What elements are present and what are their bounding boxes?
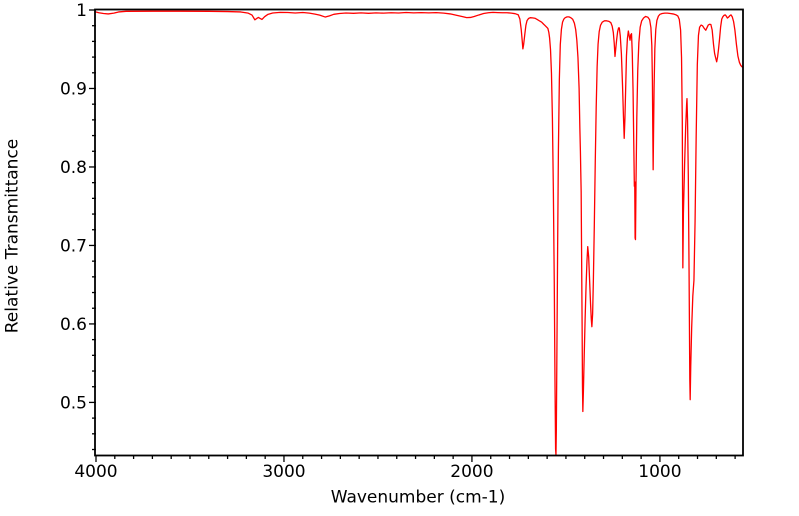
- y-tick-label: 0.9: [60, 80, 87, 100]
- spectrum-line: [95, 10, 744, 457]
- y-tick-label: 0.8: [60, 158, 87, 178]
- y-tick-label: 0.7: [60, 236, 87, 256]
- x-tick-label: 3000: [262, 462, 305, 482]
- y-tick-labels: 1 0.9 0.8 0.7 0.6 0.5: [60, 1, 87, 413]
- x-tick-label: 2000: [450, 462, 493, 482]
- y-tick-label: 1: [76, 1, 87, 21]
- y-axis-label: Relative Transmittance: [2, 138, 23, 334]
- y-tick-label: 0.6: [60, 315, 87, 335]
- x-axis-label: Wavenumber (cm-1): [330, 487, 506, 508]
- x-tick-labels: 4000 3000 2000 1000: [74, 462, 681, 482]
- plot-frame: [94, 8, 744, 457]
- x-tick-label: 1000: [638, 462, 681, 482]
- x-tick-label: 4000: [74, 462, 117, 482]
- y-tick-label: 0.5: [60, 393, 87, 413]
- spectrum-line-group: [95, 10, 744, 457]
